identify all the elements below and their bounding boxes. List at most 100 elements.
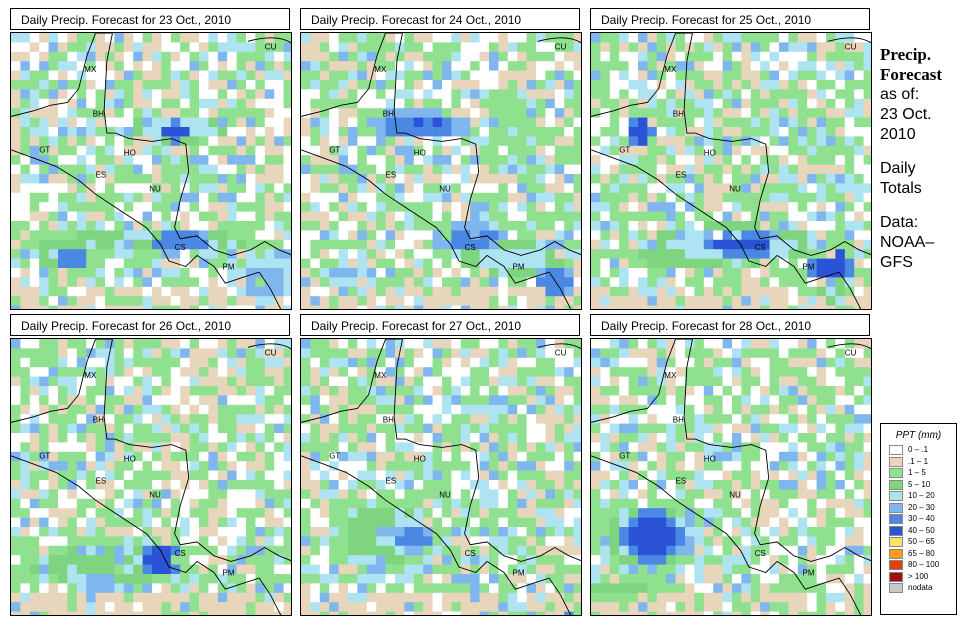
info-date-line2: 2010 [880,126,916,143]
country-label-gt: GT [329,452,340,461]
legend-swatch [889,548,903,559]
country-label-cs: CS [755,243,766,252]
legend-swatch [889,468,903,478]
panel-title-prefix: Daily Precip. Forecast for [21,319,156,333]
legend-item: 80 – 100 [889,559,956,571]
country-label-cu: CU [265,349,277,358]
legend-swatch [889,560,903,570]
legend-swatch [889,525,903,536]
country-label-cs: CS [465,549,476,558]
legend-swatch [889,502,903,513]
panel-title-prefix: Daily Precip. Forecast for [601,13,736,27]
legend-item: .1 – 1 [889,456,956,468]
info-totals-line1: Daily [880,160,916,177]
info-totals-line2: Totals [880,180,922,197]
forecast-info: Precip. Forecast as of: 23 Oct. 2010 Dai… [880,45,965,273]
panel-4: Daily Precip. Forecast for 27 Oct., 2010… [300,314,582,616]
legend-label: 0 – .1 [908,445,929,454]
panel-title-prefix: Daily Precip. Forecast for [21,13,156,27]
legend-item: 10 – 20 [889,490,956,502]
country-label-ho: HO [414,148,426,157]
caribbean-coastline [11,33,291,256]
legend-swatch [889,456,903,467]
precip-map: CU MX BH GT HO ES NU CS PM [590,32,872,310]
panel-2: Daily Precip. Forecast for 25 Oct., 2010… [590,8,872,310]
country-label-ho: HO [414,454,426,463]
precip-map: CU MX BH GT HO ES NU CS PM [10,338,292,616]
country-label-ho: HO [704,454,716,463]
country-label-cu: CU [555,349,567,358]
country-label-nu: NU [729,491,741,500]
panel-title-date: 23 Oct., 2010 [159,13,232,27]
panel-title-prefix: Daily Precip. Forecast for [311,319,446,333]
country-label-nu: NU [149,491,161,500]
legend-label: 1 – 5 [908,468,926,477]
country-label-ho: HO [124,454,136,463]
legend-label: 50 – 65 [908,537,935,546]
country-label-bh: BH [93,109,104,118]
country-label-pm: PM [803,262,815,271]
country-label-gt: GT [39,452,50,461]
precip-map: CU MX BH GT HO ES NU CS PM [590,338,872,616]
country-label-mx: MX [664,371,677,380]
legend-swatch [889,445,903,455]
info-title-line2: Forecast [880,65,942,84]
info-date-line1: 23 Oct. [880,106,932,123]
panel-title: Daily Precip. Forecast for 26 Oct., 2010 [10,314,290,336]
pacific-coastline [591,455,862,615]
panel-title: Daily Precip. Forecast for 24 Oct., 2010 [300,8,580,30]
country-label-mx: MX [374,65,387,74]
legend-item: 0 – .1 [889,444,956,456]
country-label-mx: MX [84,65,97,74]
caribbean-coastline [11,339,291,562]
pacific-coastline [301,149,572,309]
country-label-gt: GT [619,452,630,461]
cuba-coastline [247,343,291,350]
legend-label: 20 – 30 [908,502,935,512]
country-label-es: ES [676,171,687,180]
info-data-line3: GFS [880,254,913,271]
info-data-line2: NOAA– [880,234,935,251]
caribbean-coastline [591,33,871,256]
legend-label: .1 – 1 [908,456,929,466]
panel-title-prefix: Daily Precip. Forecast for [311,13,446,27]
legend-swatch [889,537,903,547]
legend-label: 65 – 80 [908,548,935,558]
panel-title-prefix: Daily Precip. Forecast for [601,319,736,333]
country-label-bh: BH [93,415,104,424]
panel-title: Daily Precip. Forecast for 23 Oct., 2010 [10,8,290,30]
country-label-gt: GT [329,146,340,155]
country-label-es: ES [96,171,107,180]
legend-label: 30 – 40 [908,514,935,523]
country-label-bh: BH [673,415,684,424]
cuba-coastline [537,343,581,350]
legend-swatch [889,514,903,524]
legend-swatch [889,571,903,582]
panel-title-date: 26 Oct., 2010 [159,319,232,333]
legend-item: 65 – 80 [889,548,956,560]
country-label-cs: CS [755,549,766,558]
legend-item: 20 – 30 [889,502,956,514]
country-label-pm: PM [223,262,235,271]
country-label-cs: CS [175,549,186,558]
country-label-cu: CU [265,43,277,52]
legend-label: > 100 [908,571,929,581]
country-label-gt: GT [39,146,50,155]
country-label-mx: MX [664,65,677,74]
country-label-es: ES [386,171,397,180]
legend-item: nodata [889,582,956,594]
legend-label: 80 – 100 [908,560,940,569]
country-label-bh: BH [673,109,684,118]
country-label-nu: NU [439,185,451,194]
legend-item: 1 – 5 [889,467,956,479]
country-label-es: ES [386,477,397,486]
panel-1: Daily Precip. Forecast for 24 Oct., 2010… [300,8,582,310]
legend-label: 40 – 50 [908,525,935,535]
cuba-coastline [247,37,291,44]
panel-0: Daily Precip. Forecast for 23 Oct., 2010… [10,8,292,310]
country-label-pm: PM [513,262,525,271]
panel-3: Daily Precip. Forecast for 26 Oct., 2010… [10,314,292,616]
panel-title-date: 27 Oct., 2010 [449,319,522,333]
country-label-nu: NU [439,491,451,500]
country-label-cu: CU [845,349,857,358]
